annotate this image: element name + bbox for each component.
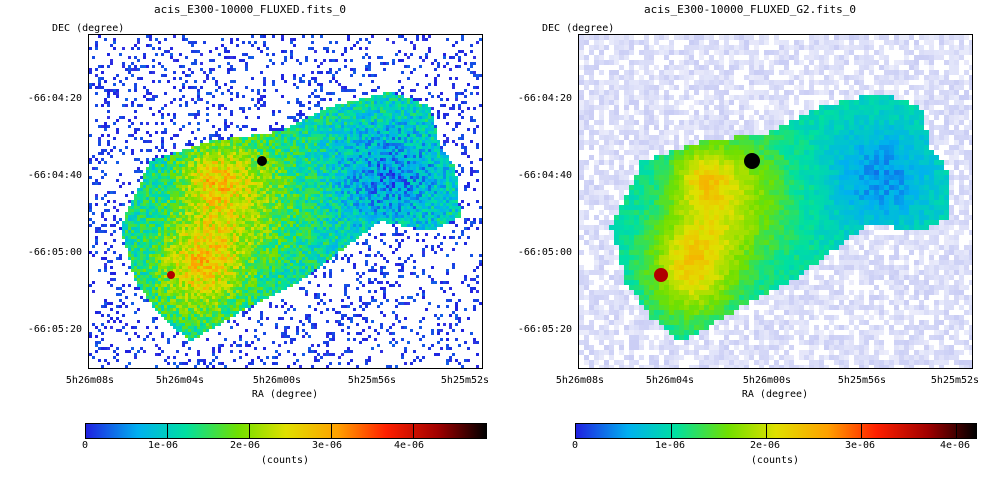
y-tick: -66:05:00 (27, 247, 82, 258)
y-tick: -66:04:20 (27, 93, 82, 104)
y-tick: -66:04:20 (517, 93, 572, 104)
colorbar-label: (counts) (750, 455, 800, 466)
colorbar (575, 423, 977, 439)
colorbar-tick-mark (331, 424, 332, 438)
y-axis-label: DEC (degree) (542, 23, 615, 34)
colorbar-tick-mark (167, 424, 168, 438)
xray-image-raw (89, 35, 482, 368)
xray-image-smoothed (579, 35, 972, 368)
point-source (744, 153, 760, 169)
colorbar-tick-mark (249, 424, 250, 438)
right-panel: acis_E300-10000_FLUXED_G2.fits_0 DEC (de… (500, 0, 1000, 489)
y-tick: -66:05:20 (517, 324, 572, 335)
x-tick: 5h25m56s (837, 375, 887, 386)
y-tick: -66:04:40 (517, 170, 572, 181)
x-tick: 5h26m08s (555, 375, 605, 386)
x-axis-label: RA (degree) (741, 389, 809, 400)
x-axis-label: RA (degree) (251, 389, 319, 400)
colorbar-tick-mark (861, 424, 862, 438)
image-frame[interactable] (578, 34, 973, 369)
colorbar-tick: 4e-06 (939, 440, 971, 451)
panel-title: acis_E300-10000_FLUXED_G2.fits_0 (644, 3, 856, 16)
x-tick: 5h25m52s (930, 375, 980, 386)
y-tick: -66:04:40 (27, 170, 82, 181)
colorbar-tick: 4e-06 (393, 440, 425, 451)
colorbar-label: (counts) (260, 455, 310, 466)
x-tick: 5h25m52s (440, 375, 490, 386)
colorbar-tick: 0 (571, 440, 579, 451)
colorbar-tick: 1e-06 (147, 440, 179, 451)
colorbar-tick-mark (956, 424, 957, 438)
colorbar-tick-mark (671, 424, 672, 438)
point-source (257, 156, 267, 166)
colorbar-tick: 2e-06 (229, 440, 261, 451)
point-source (167, 271, 175, 279)
y-axis-label: DEC (degree) (52, 23, 125, 34)
x-tick: 5h26m08s (65, 375, 115, 386)
colorbar-tick-mark (413, 424, 414, 438)
colorbar-tick: 0 (81, 440, 89, 451)
colorbar-tick: 2e-06 (749, 440, 781, 451)
colorbar-tick: 1e-06 (654, 440, 686, 451)
panel-title: acis_E300-10000_FLUXED.fits_0 (153, 3, 347, 16)
y-tick: -66:05:00 (517, 247, 572, 258)
colorbar-tick-mark (766, 424, 767, 438)
left-panel: acis_E300-10000_FLUXED.fits_0 DEC (degre… (27, 3, 489, 466)
y-tick: -66:05:20 (27, 324, 82, 335)
x-tick: 5h26m04s (645, 375, 695, 386)
image-frame[interactable] (88, 34, 483, 369)
point-source (654, 268, 668, 282)
colorbar-tick: 3e-06 (311, 440, 343, 451)
x-tick: 5h25m56s (347, 375, 397, 386)
x-tick: 5h26m00s (742, 375, 792, 386)
colorbar (85, 423, 487, 439)
colorbar-tick: 3e-06 (844, 440, 876, 451)
x-tick: 5h26m00s (252, 375, 302, 386)
x-tick: 5h26m04s (155, 375, 205, 386)
